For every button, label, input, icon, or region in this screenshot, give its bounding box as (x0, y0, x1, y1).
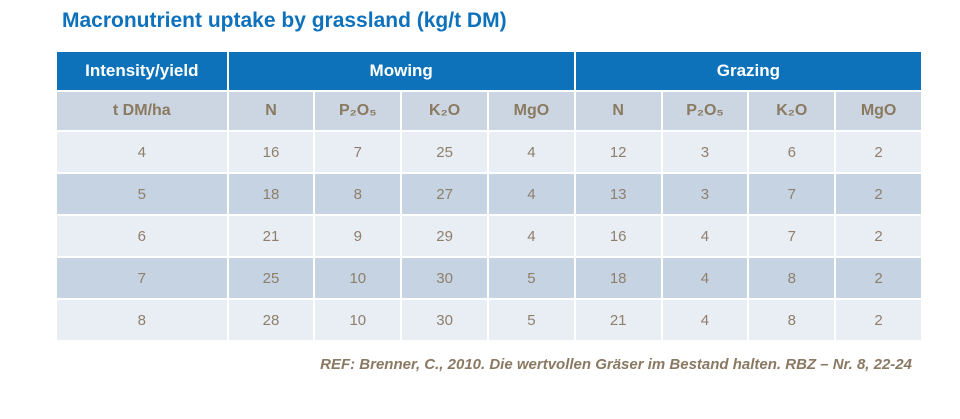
cell: 7 (315, 132, 401, 172)
cell: 4 (488, 174, 574, 214)
macronutrient-table: Intensity/yield Mowing Grazing t DM/ha N… (55, 50, 923, 342)
subheader-mowing-n: N (228, 92, 314, 130)
header-intensity-yield: Intensity/yield (57, 52, 227, 90)
cell: 27 (402, 174, 487, 214)
subheader-t-dm-ha: t DM/ha (57, 92, 227, 130)
cell: 6 (749, 132, 835, 172)
subheader-mowing-mgo: MgO (488, 92, 574, 130)
cell-yield: 7 (57, 258, 227, 298)
header-grazing: Grazing (575, 52, 921, 90)
table-row: 4 16 7 25 4 12 3 6 2 (57, 132, 921, 172)
cell: 30 (402, 300, 487, 340)
table-row: 5 18 8 27 4 13 3 7 2 (57, 174, 921, 214)
cell: 21 (228, 216, 314, 256)
subheader-mowing-p2o5: P₂O₅ (315, 92, 401, 130)
cell: 25 (228, 258, 314, 298)
cell: 4 (662, 258, 748, 298)
table-row: 7 25 10 30 5 18 4 8 2 (57, 258, 921, 298)
table-row: 8 28 10 30 5 21 4 8 2 (57, 300, 921, 340)
cell: 5 (488, 258, 574, 298)
cell: 8 (315, 174, 401, 214)
cell: 28 (228, 300, 314, 340)
cell: 4 (662, 216, 748, 256)
cell-yield: 4 (57, 132, 227, 172)
subheader-grazing-p2o5: P₂O₅ (662, 92, 748, 130)
cell: 2 (836, 174, 921, 214)
cell: 10 (315, 258, 401, 298)
cell: 10 (315, 300, 401, 340)
cell: 21 (575, 300, 661, 340)
page-title: Macronutrient uptake by grassland (kg/t … (62, 9, 507, 32)
cell: 9 (315, 216, 401, 256)
header-mowing: Mowing (228, 52, 574, 90)
cell: 4 (488, 216, 574, 256)
cell: 4 (488, 132, 574, 172)
table-sub-header-row: t DM/ha N P₂O₅ K₂O MgO N P₂O₅ K₂O MgO (57, 92, 921, 130)
table-group-header-row: Intensity/yield Mowing Grazing (57, 52, 921, 90)
cell: 7 (749, 174, 835, 214)
cell: 8 (749, 258, 835, 298)
cell: 8 (749, 300, 835, 340)
cell: 2 (836, 132, 921, 172)
subheader-grazing-mgo: MgO (836, 92, 921, 130)
subheader-grazing-k2o: K₂O (749, 92, 835, 130)
cell: 25 (402, 132, 487, 172)
cell-yield: 6 (57, 216, 227, 256)
cell: 18 (575, 258, 661, 298)
cell: 29 (402, 216, 487, 256)
cell: 3 (662, 132, 748, 172)
cell: 12 (575, 132, 661, 172)
cell-yield: 8 (57, 300, 227, 340)
subheader-mowing-k2o: K₂O (402, 92, 487, 130)
cell: 16 (228, 132, 314, 172)
cell: 3 (662, 174, 748, 214)
reference-text: REF: Brenner, C., 2010. Die wertvollen G… (320, 356, 912, 373)
cell: 2 (836, 258, 921, 298)
cell: 4 (662, 300, 748, 340)
cell: 30 (402, 258, 487, 298)
cell: 13 (575, 174, 661, 214)
cell: 5 (488, 300, 574, 340)
subheader-grazing-n: N (575, 92, 661, 130)
cell: 16 (575, 216, 661, 256)
cell: 2 (836, 300, 921, 340)
cell: 7 (749, 216, 835, 256)
cell: 2 (836, 216, 921, 256)
table-row: 6 21 9 29 4 16 4 7 2 (57, 216, 921, 256)
cell-yield: 5 (57, 174, 227, 214)
cell: 18 (228, 174, 314, 214)
